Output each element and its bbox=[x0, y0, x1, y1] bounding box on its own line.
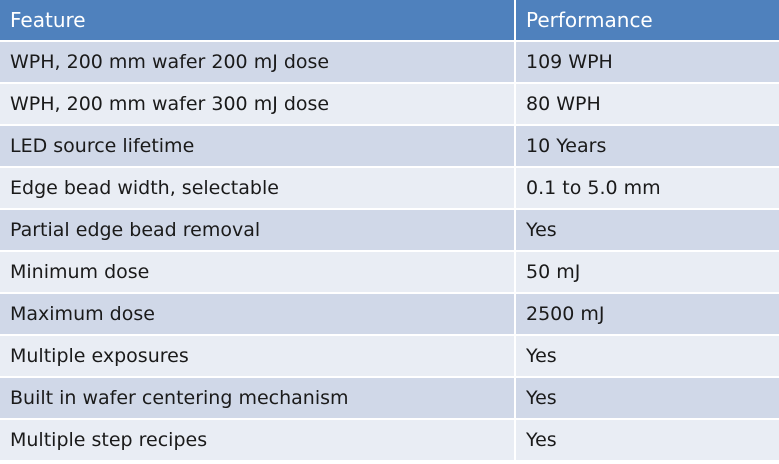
table-body: WPH, 200 mm wafer 200 mJ dose 109 WPH WP… bbox=[0, 41, 779, 462]
feature-cell: Edge bead width, selectable bbox=[0, 167, 515, 210]
performance-cell: Yes bbox=[514, 419, 779, 462]
feature-cell: WPH, 200 mm wafer 300 mJ dose bbox=[0, 83, 515, 126]
table-header: Feature Performance bbox=[0, 0, 779, 42]
performance-cell: 10 Years bbox=[514, 125, 779, 168]
table-row: WPH, 200 mm wafer 200 mJ dose 109 WPH bbox=[0, 41, 779, 84]
header-performance: Performance bbox=[514, 0, 779, 42]
performance-cell: Yes bbox=[514, 209, 779, 252]
header-feature: Feature bbox=[0, 0, 515, 42]
performance-cell: Yes bbox=[514, 377, 779, 420]
table-row: Built in wafer centering mechanism Yes bbox=[0, 377, 779, 420]
performance-cell: 109 WPH bbox=[514, 41, 779, 84]
performance-cell: 0.1 to 5.0 mm bbox=[514, 167, 779, 210]
performance-cell: 50 mJ bbox=[514, 251, 779, 294]
feature-cell: Multiple step recipes bbox=[0, 419, 515, 462]
table-row: Minimum dose 50 mJ bbox=[0, 251, 779, 294]
table-row: LED source lifetime 10 Years bbox=[0, 125, 779, 168]
table-row: WPH, 200 mm wafer 300 mJ dose 80 WPH bbox=[0, 83, 779, 126]
table-row: Maximum dose 2500 mJ bbox=[0, 293, 779, 336]
performance-cell: Yes bbox=[514, 335, 779, 378]
table-row: Multiple exposures Yes bbox=[0, 335, 779, 378]
performance-cell: 2500 mJ bbox=[514, 293, 779, 336]
feature-cell: WPH, 200 mm wafer 200 mJ dose bbox=[0, 41, 515, 84]
feature-cell: Partial edge bead removal bbox=[0, 209, 515, 252]
table-row: Edge bead width, selectable 0.1 to 5.0 m… bbox=[0, 167, 779, 210]
feature-cell: LED source lifetime bbox=[0, 125, 515, 168]
feature-cell: Multiple exposures bbox=[0, 335, 515, 378]
feature-cell: Minimum dose bbox=[0, 251, 515, 294]
feature-cell: Built in wafer centering mechanism bbox=[0, 377, 515, 420]
performance-cell: 80 WPH bbox=[514, 83, 779, 126]
table-row: Multiple step recipes Yes bbox=[0, 419, 779, 462]
feature-cell: Maximum dose bbox=[0, 293, 515, 336]
table-row: Partial edge bead removal Yes bbox=[0, 209, 779, 252]
header-row: Feature Performance bbox=[0, 0, 779, 42]
